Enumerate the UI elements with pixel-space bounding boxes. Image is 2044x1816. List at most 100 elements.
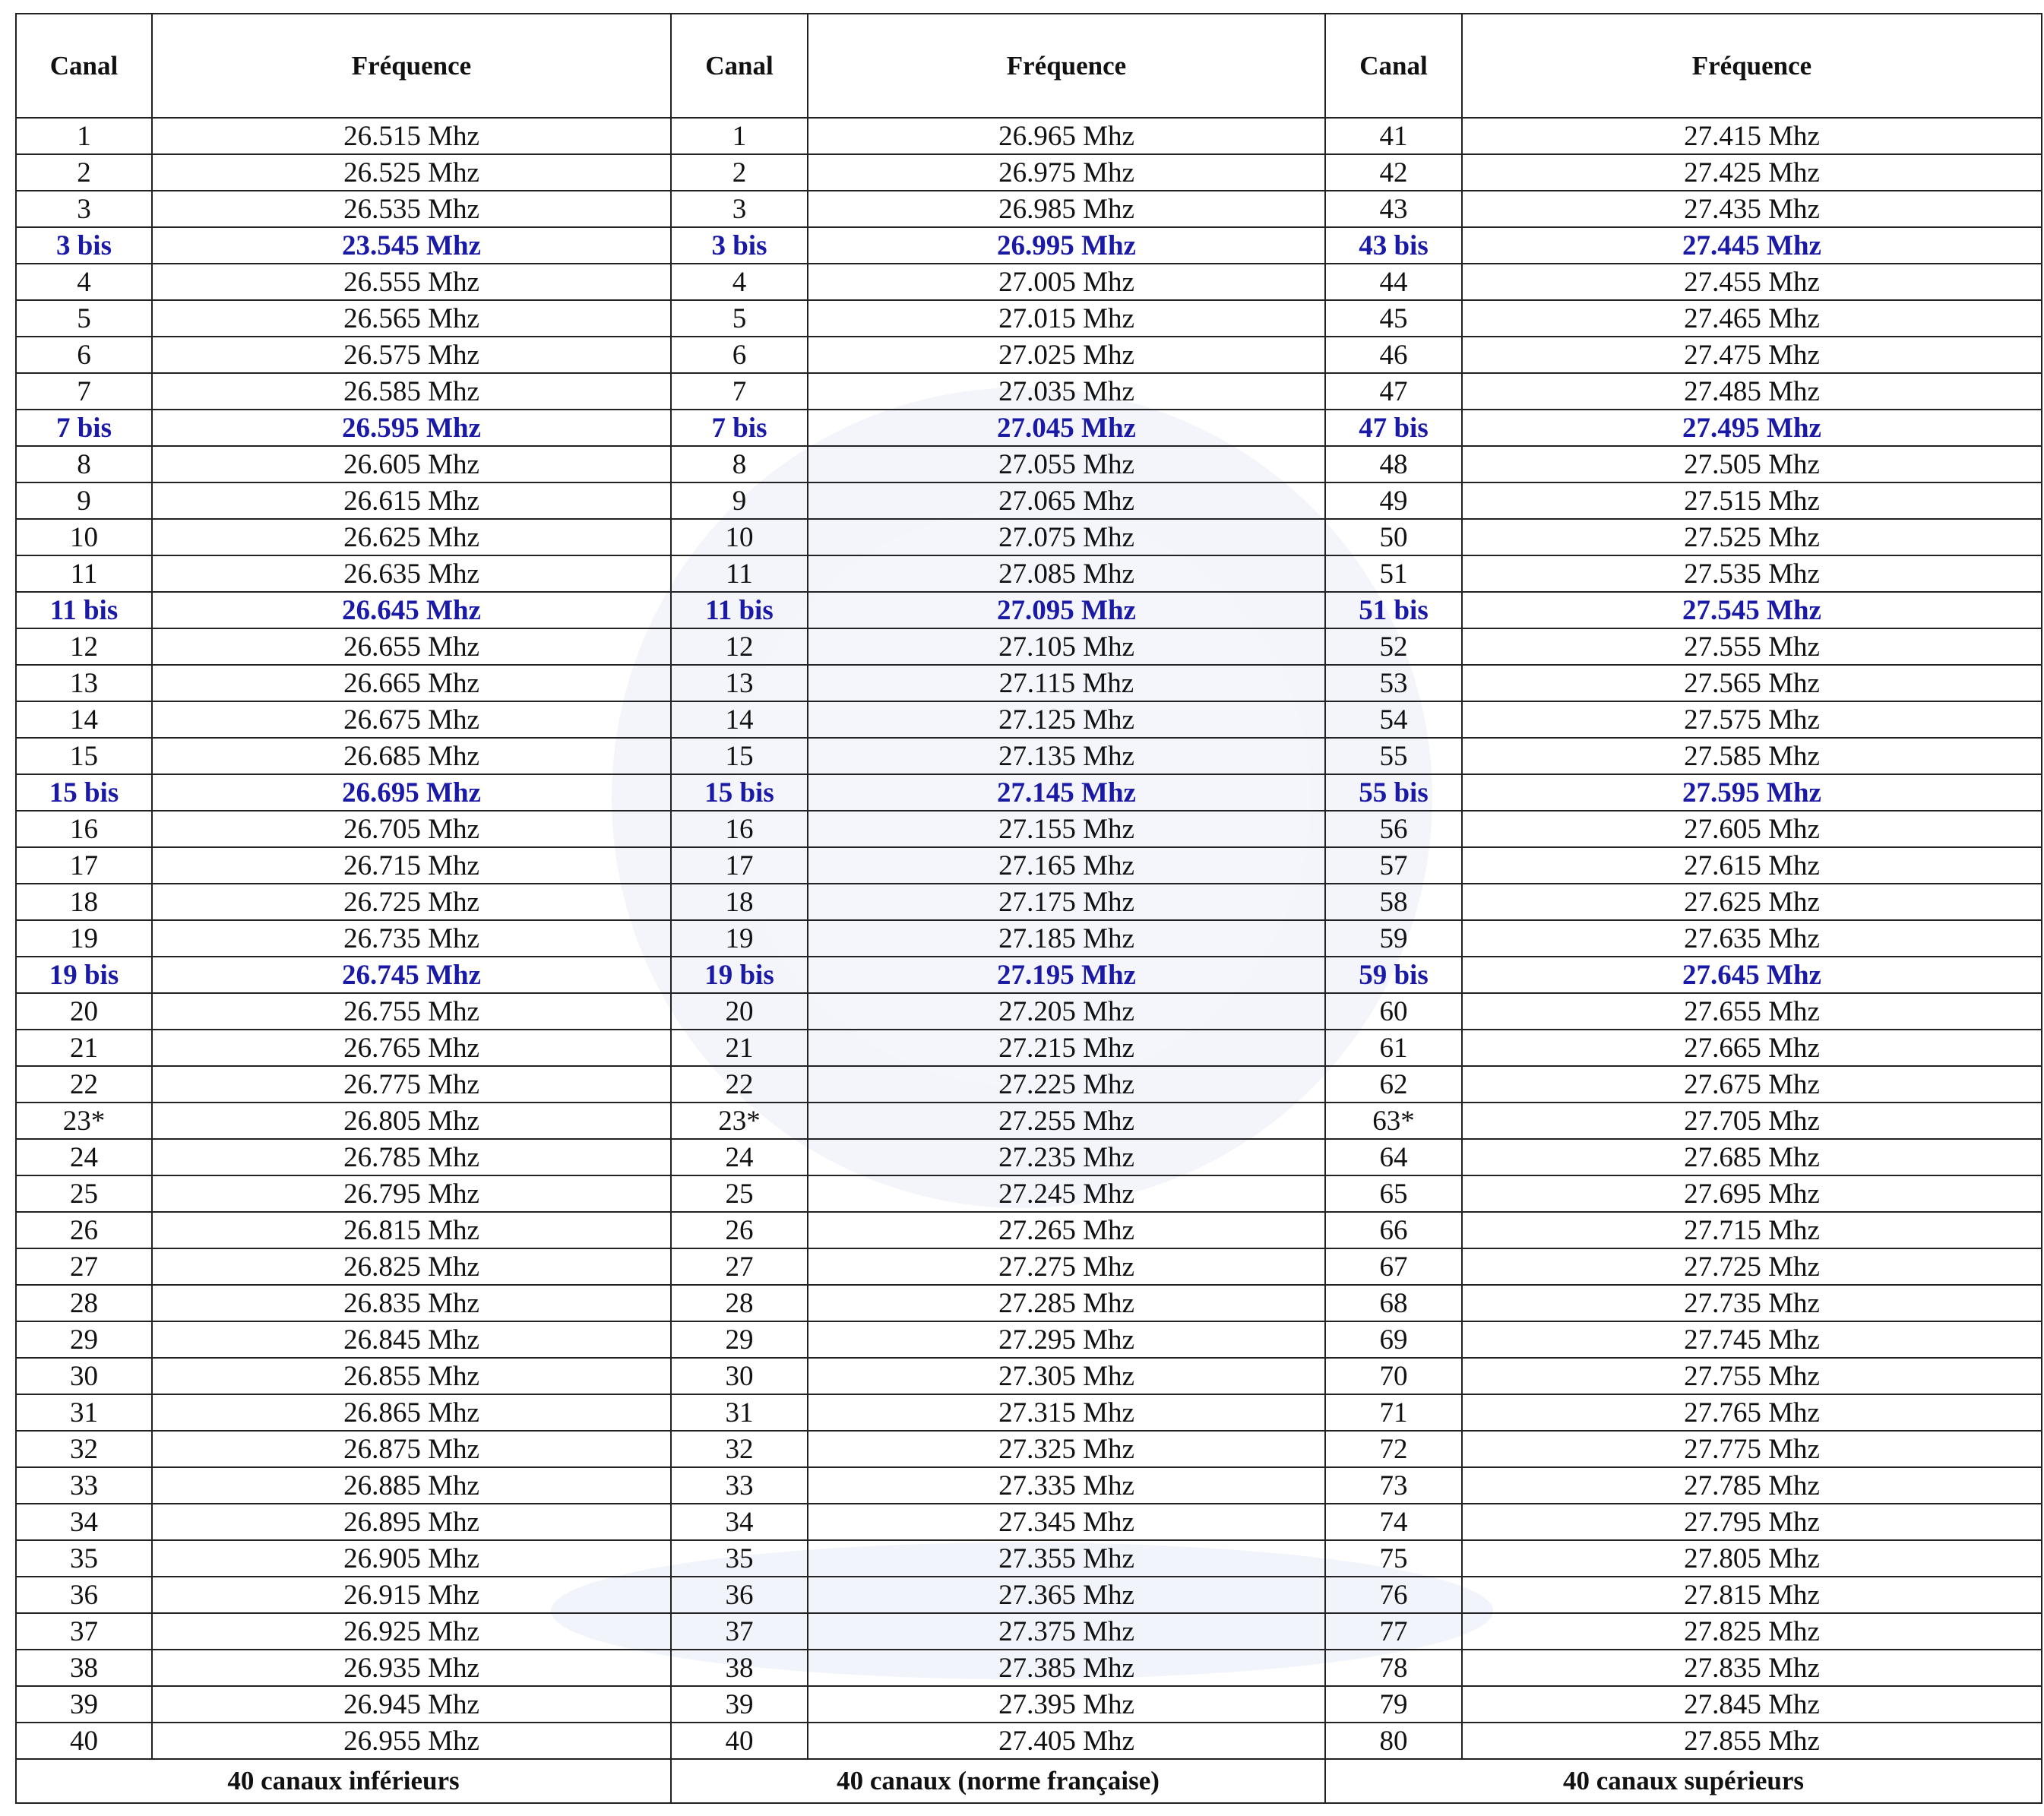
canal-cell: 25 [15, 1175, 153, 1213]
canal-cell: 19 bis [15, 957, 153, 994]
frequence-cell: 27.225 Mhz [807, 1066, 1326, 1103]
frequence-cell: 27.585 Mhz [1461, 738, 2042, 775]
table-row: 1 26.515 Mhz 1 26.965 Mhz 41 27.415 Mhz [15, 118, 2042, 155]
canal-cell: 47 [1324, 373, 1463, 410]
canal-cell: 10 [15, 519, 153, 556]
canal-cell: 25 [670, 1175, 808, 1213]
frequency-table: Canal Fréquence Canal Fréquence Canal Fréquen… [15, 13, 2042, 1804]
canal-cell: 51 bis [1324, 592, 1463, 629]
canal-cell: 11 bis [670, 592, 808, 629]
canal-cell: 62 [1324, 1066, 1463, 1103]
frequence-cell: 26.525 Mhz [151, 154, 672, 191]
frequence-cell: 26.925 Mhz [151, 1613, 672, 1650]
canal-cell: 9 [670, 482, 808, 520]
canal-cell: 39 [15, 1686, 153, 1723]
canal-cell: 71 [1324, 1394, 1463, 1432]
canal-cell: 28 [15, 1285, 153, 1322]
table-row: 40 26.955 Mhz 40 27.405 Mhz 80 27.855 Mhz [15, 1723, 2042, 1760]
canal-cell: 18 [15, 884, 153, 921]
frequence-cell: 27.475 Mhz [1461, 337, 2042, 374]
header-frequence: Fréquence [1461, 13, 2042, 119]
canal-cell: 6 [670, 337, 808, 374]
frequence-cell: 26.775 Mhz [151, 1066, 672, 1103]
frequence-cell: 26.965 Mhz [807, 118, 1326, 155]
frequence-cell: 27.025 Mhz [807, 337, 1326, 374]
canal-cell: 32 [15, 1431, 153, 1468]
table-row: 12 26.655 Mhz 12 27.105 Mhz 52 27.555 Mhz [15, 628, 2042, 666]
canal-cell: 43 bis [1324, 227, 1463, 264]
frequence-cell: 26.985 Mhz [807, 191, 1326, 228]
table-row: 19 bis 26.745 Mhz 19 bis 27.195 Mhz 59 bis 27… [15, 957, 2042, 994]
frequence-cell: 27.445 Mhz [1461, 227, 2042, 264]
frequence-cell: 27.065 Mhz [807, 482, 1326, 520]
frequence-cell: 26.645 Mhz [151, 592, 672, 629]
frequence-cell: 26.835 Mhz [151, 1285, 672, 1322]
canal-cell: 13 [15, 665, 153, 702]
canal-cell: 69 [1324, 1321, 1463, 1359]
canal-cell: 53 [1324, 665, 1463, 702]
canal-cell: 42 [1324, 154, 1463, 191]
table-row: 25 26.795 Mhz 25 27.245 Mhz 65 27.695 Mhz [15, 1175, 2042, 1213]
canal-cell: 55 bis [1324, 774, 1463, 812]
frequence-cell: 27.295 Mhz [807, 1321, 1326, 1359]
canal-cell: 8 [670, 446, 808, 483]
canal-cell: 22 [670, 1066, 808, 1103]
canal-cell: 15 bis [670, 774, 808, 812]
table-row: 26 26.815 Mhz 26 27.265 Mhz 66 27.715 Mhz [15, 1212, 2042, 1249]
canal-cell: 4 [670, 264, 808, 301]
frequence-cell: 27.235 Mhz [807, 1139, 1326, 1176]
canal-cell: 29 [670, 1321, 808, 1359]
frequence-cell: 27.735 Mhz [1461, 1285, 2042, 1322]
frequence-cell: 26.745 Mhz [151, 957, 672, 994]
canal-cell: 37 [670, 1613, 808, 1650]
canal-cell: 33 [15, 1467, 153, 1504]
frequence-cell: 27.765 Mhz [1461, 1394, 2042, 1432]
frequence-cell: 26.785 Mhz [151, 1139, 672, 1176]
canal-cell: 31 [670, 1394, 808, 1432]
frequence-cell: 27.685 Mhz [1461, 1139, 2042, 1176]
canal-cell: 67 [1324, 1248, 1463, 1286]
frequence-cell: 26.725 Mhz [151, 884, 672, 921]
table-row: 32 26.875 Mhz 32 27.325 Mhz 72 27.775 Mhz [15, 1431, 2042, 1468]
footer-caption: 40 canaux (norme française) [670, 1758, 1326, 1804]
frequence-cell: 26.665 Mhz [151, 665, 672, 702]
frequence-cell: 26.575 Mhz [151, 337, 672, 374]
canal-cell: 16 [670, 811, 808, 848]
header-canal: Canal [1324, 13, 1463, 119]
canal-cell: 5 [670, 300, 808, 337]
canal-cell: 61 [1324, 1030, 1463, 1067]
table-row: 11 bis 26.645 Mhz 11 bis 27.095 Mhz 51 bis 27… [15, 592, 2042, 629]
canal-cell: 68 [1324, 1285, 1463, 1322]
frequence-cell: 27.305 Mhz [807, 1358, 1326, 1395]
table-row: 29 26.845 Mhz 29 27.295 Mhz 69 27.745 Mhz [15, 1321, 2042, 1359]
canal-cell: 54 [1324, 701, 1463, 739]
canal-cell: 80 [1324, 1723, 1463, 1760]
table-row: 13 26.665 Mhz 13 27.115 Mhz 53 27.565 Mhz [15, 665, 2042, 702]
frequence-cell: 27.075 Mhz [807, 519, 1326, 556]
canal-cell: 26 [15, 1212, 153, 1249]
frequence-cell: 27.195 Mhz [807, 957, 1326, 994]
frequence-cell: 26.625 Mhz [151, 519, 672, 556]
frequence-cell: 27.435 Mhz [1461, 191, 2042, 228]
frequence-cell: 27.255 Mhz [807, 1103, 1326, 1140]
frequence-cell: 26.595 Mhz [151, 410, 672, 447]
canal-cell: 3 [15, 191, 153, 228]
frequence-cell: 27.625 Mhz [1461, 884, 2042, 921]
table-row: 37 26.925 Mhz 37 27.375 Mhz 77 27.825 Mhz [15, 1613, 2042, 1650]
frequence-cell: 27.285 Mhz [807, 1285, 1326, 1322]
canal-cell: 3 bis [15, 227, 153, 264]
table-row: 19 26.735 Mhz 19 27.185 Mhz 59 27.635 Mhz [15, 920, 2042, 957]
frequence-cell: 26.675 Mhz [151, 701, 672, 739]
canal-cell: 38 [15, 1650, 153, 1687]
canal-cell: 64 [1324, 1139, 1463, 1176]
canal-cell: 74 [1324, 1504, 1463, 1541]
frequence-cell: 27.335 Mhz [807, 1467, 1326, 1504]
table-row: 18 26.725 Mhz 18 27.175 Mhz 58 27.625 Mhz [15, 884, 2042, 921]
frequence-cell: 27.715 Mhz [1461, 1212, 2042, 1249]
frequence-cell: 26.715 Mhz [151, 847, 672, 884]
canal-cell: 9 [15, 482, 153, 520]
canal-cell: 20 [670, 993, 808, 1030]
frequence-cell: 27.655 Mhz [1461, 993, 2042, 1030]
frequence-cell: 27.245 Mhz [807, 1175, 1326, 1213]
